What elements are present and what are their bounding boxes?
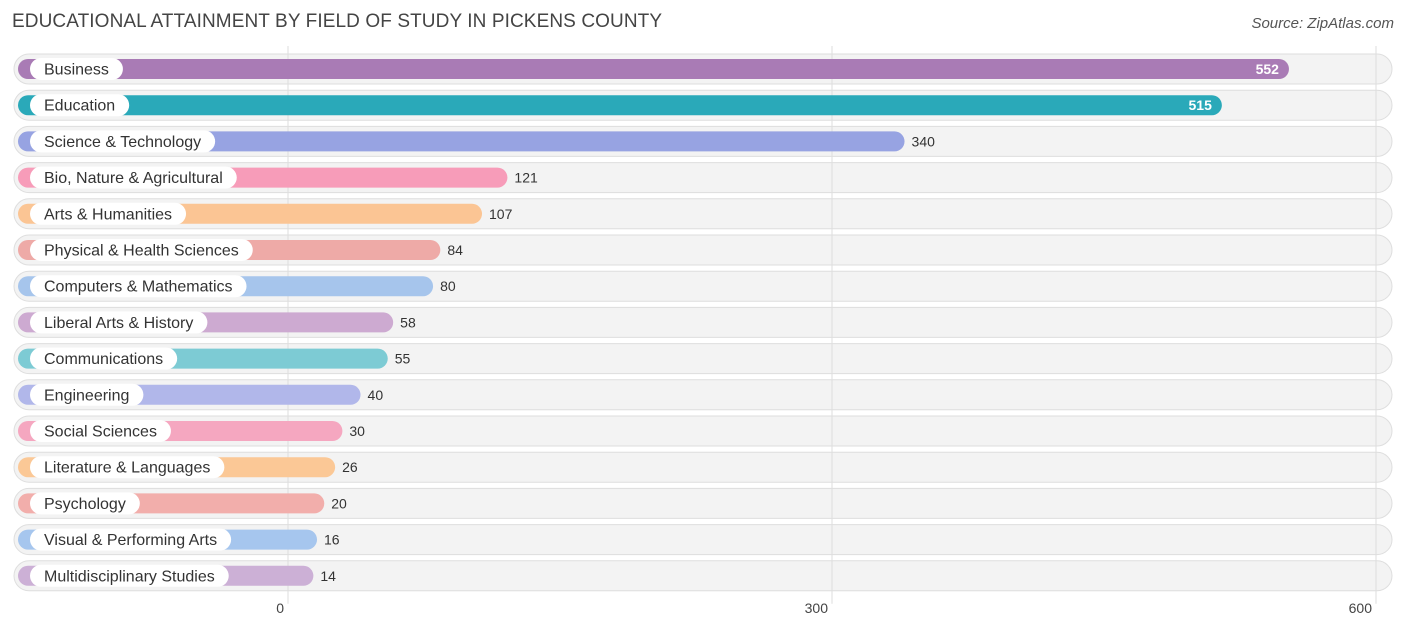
category-label-pill: [30, 166, 237, 189]
category-label-pill: [30, 492, 140, 515]
value-label: 107: [489, 206, 513, 222]
category-label: Physical & Health Sciences: [44, 243, 239, 260]
category-label: Social Sciences: [44, 424, 157, 441]
category-label-pill: [30, 528, 232, 551]
x-tick-label: 0: [276, 600, 284, 616]
value-label: 26: [342, 459, 358, 475]
x-tick-label: 600: [1349, 600, 1373, 616]
category-label: Education: [44, 98, 115, 115]
category-label-pill: [30, 456, 225, 479]
category-label: Bio, Nature & Agricultural: [44, 170, 223, 187]
category-label-pill: [30, 311, 208, 334]
value-label: 58: [400, 314, 416, 330]
category-label-pill: [30, 347, 178, 370]
category-label-pill: [30, 202, 187, 225]
category-label: Psychology: [44, 496, 126, 513]
category-label-pill: [30, 275, 247, 298]
value-label: 84: [447, 242, 463, 258]
value-label: 16: [324, 532, 340, 548]
value-label: 121: [514, 170, 538, 186]
bar-row-background: [13, 560, 1393, 592]
value-label: 20: [331, 495, 347, 511]
category-label-pill: [30, 58, 123, 80]
value-label: 515: [1189, 97, 1213, 113]
category-label: Business: [44, 62, 109, 79]
category-label: Computers & Mathematics: [44, 279, 233, 296]
bar: [18, 59, 1289, 79]
category-label: Literature & Languages: [44, 460, 210, 477]
bar-row-background: [13, 379, 1393, 411]
category-label-pill: [30, 130, 216, 153]
value-label: 80: [440, 278, 456, 294]
source-note: Source: ZipAtlas.com: [1251, 15, 1394, 32]
value-label: 340: [912, 133, 936, 149]
category-label: Engineering: [44, 387, 129, 404]
category-label: Visual & Performing Arts: [44, 532, 217, 549]
category-label: Liberal Arts & History: [44, 315, 193, 332]
value-label: 40: [368, 387, 384, 403]
x-axis-ticks: 0 300 600: [276, 600, 1372, 616]
category-label: Multidisciplinary Studies: [44, 568, 215, 585]
category-label: Science & Technology: [44, 134, 201, 151]
value-label: 14: [320, 568, 336, 584]
bar: [18, 95, 1222, 116]
category-label-pill: [30, 564, 229, 587]
bar: [18, 131, 905, 152]
category-label-pill: [30, 239, 253, 261]
chart-title: EDUCATIONAL ATTAINMENT BY FIELD OF STUDY…: [12, 11, 663, 32]
bar-row-background: [13, 524, 1393, 556]
bar-row-background: [13, 451, 1393, 483]
category-label: Communications: [44, 351, 163, 368]
category-label-pill: [30, 383, 144, 406]
value-label: 30: [349, 423, 365, 439]
category-label-pill: [30, 420, 171, 442]
bars: Business 552 Education 515 Science & Technol…: [18, 58, 1289, 587]
value-label: 552: [1256, 61, 1280, 77]
category-label-pill: [30, 94, 130, 117]
category-label: Arts & Humanities: [44, 206, 172, 223]
bar-row-background: [13, 487, 1393, 519]
x-tick-label: 300: [805, 600, 829, 616]
value-label: 55: [395, 351, 411, 367]
bar-row-background: [13, 415, 1393, 447]
